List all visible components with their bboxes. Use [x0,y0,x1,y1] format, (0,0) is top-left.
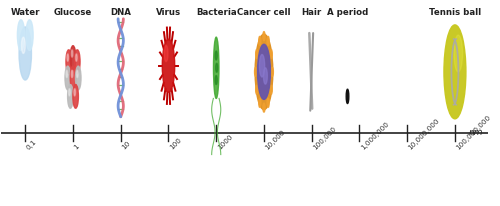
Circle shape [216,64,218,73]
Circle shape [263,33,265,41]
Circle shape [255,35,273,110]
Text: 10,000,000: 10,000,000 [407,116,441,150]
Circle shape [258,45,270,100]
Circle shape [270,86,272,95]
Text: 100,000,000: 100,000,000 [455,113,492,150]
Circle shape [66,71,68,78]
Text: 0,1: 0,1 [26,138,38,150]
Circle shape [164,46,168,62]
Circle shape [256,50,258,59]
Circle shape [272,68,274,77]
Circle shape [254,68,256,77]
Circle shape [215,52,218,61]
Text: DNA: DNA [110,7,131,16]
Circle shape [67,55,68,62]
Circle shape [71,71,73,78]
Circle shape [76,55,77,62]
Circle shape [76,71,78,78]
Circle shape [267,37,269,46]
Circle shape [454,36,462,73]
Text: Tennis ball: Tennis ball [429,7,481,16]
Text: 10,000: 10,000 [264,128,286,150]
Circle shape [260,55,264,78]
Text: A period: A period [327,7,368,16]
Circle shape [22,38,26,54]
Text: 1000: 1000 [216,133,234,150]
Text: Bacteria: Bacteria [196,7,236,16]
Circle shape [19,28,32,81]
Text: Glucose: Glucose [54,7,92,16]
Circle shape [267,99,269,108]
Circle shape [66,50,71,74]
Circle shape [71,50,73,58]
Text: 1,000,000: 1,000,000 [360,120,390,150]
Circle shape [74,89,76,96]
Circle shape [74,50,80,74]
Circle shape [26,21,33,51]
Text: 10: 10 [120,139,132,150]
Circle shape [76,67,81,90]
Circle shape [270,50,272,59]
Circle shape [258,99,261,108]
Circle shape [18,21,24,51]
Text: Water: Water [10,7,40,16]
Text: 100: 100 [168,136,182,150]
Text: 1: 1 [73,142,80,150]
Circle shape [263,104,265,112]
Circle shape [264,68,268,85]
Circle shape [68,85,73,109]
Circle shape [444,26,466,119]
Circle shape [70,47,76,70]
Circle shape [73,85,78,109]
Text: nm: nm [469,127,484,136]
Circle shape [258,37,261,46]
Circle shape [215,76,218,85]
Text: Virus: Virus [156,7,181,16]
Circle shape [162,40,174,93]
Circle shape [70,67,76,90]
Ellipse shape [214,38,219,99]
Circle shape [68,89,70,96]
Ellipse shape [346,90,349,104]
Circle shape [256,86,258,95]
Circle shape [65,67,70,90]
Text: 100,000: 100,000 [312,125,337,150]
Text: Hair: Hair [302,7,322,16]
Text: Cancer cell: Cancer cell [237,7,290,16]
